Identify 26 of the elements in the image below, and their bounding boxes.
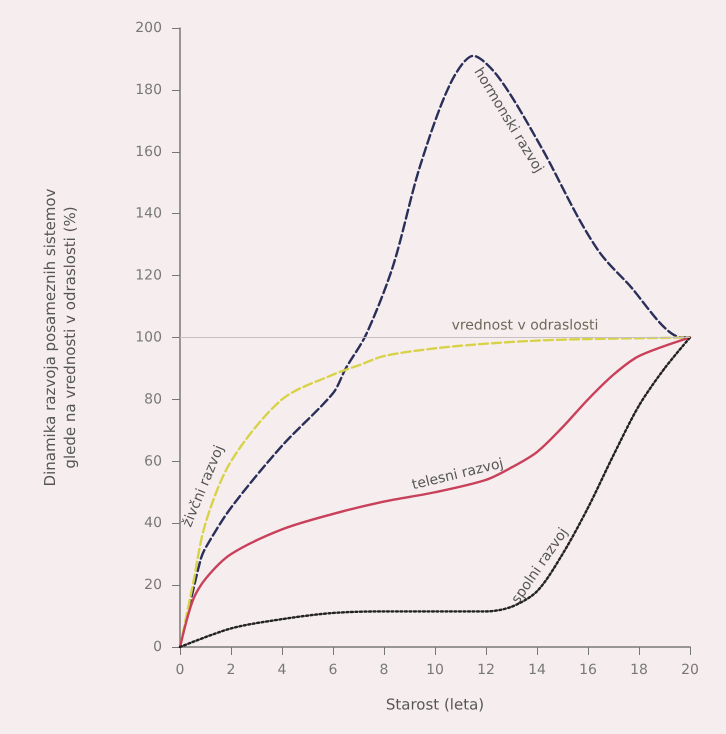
y-tick-label: 40 [144, 515, 162, 532]
x-tick-label: 2 [226, 662, 236, 678]
x-tick-label: 4 [278, 662, 287, 678]
x-tick-label: 14 [528, 662, 546, 678]
y-tick-label: 180 [135, 82, 162, 98]
x-tick-label: 20 [681, 662, 699, 678]
ref-line-label: vrednost v odraslosti [452, 318, 598, 334]
y-tick-label: 200 [135, 20, 162, 36]
y-tick-label: 0 [153, 639, 162, 655]
x-tick-label: 18 [630, 662, 648, 678]
x-tick-label: 12 [477, 662, 495, 678]
y-tick-label: 20 [144, 577, 162, 594]
y-tick-label: 80 [144, 391, 162, 408]
x-tick-label: 8 [380, 662, 388, 678]
y-tick-label: 60 [144, 453, 162, 470]
y-tick-label: 140 [135, 206, 162, 222]
text: telesni razvoj [410, 456, 506, 494]
x-tick-label: 10 [426, 662, 444, 678]
x-axis-title: Starost (leta) [386, 696, 484, 714]
y-tick-label: 100 [135, 330, 162, 346]
x-tick-label: 6 [328, 662, 338, 678]
y-tick-label: 160 [135, 144, 162, 160]
y-axis-title: Dinamika razvoja posameznih sistemov glede na vrednosti v odraslosti (%) [41, 188, 79, 486]
x-tick-label: 16 [579, 662, 597, 678]
y-tick-label: 120 [135, 268, 162, 284]
x-tick-label: 0 [176, 662, 184, 678]
